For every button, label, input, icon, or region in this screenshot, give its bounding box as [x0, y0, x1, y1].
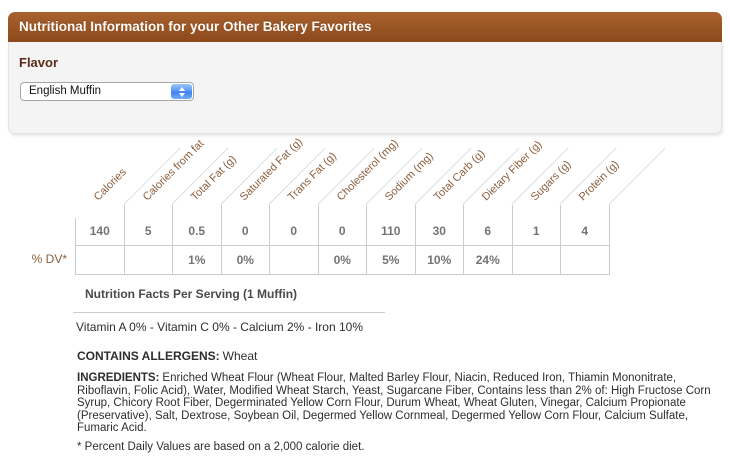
nutrition-panel: Nutritional Information for your Other B… [8, 12, 722, 134]
daily-value-cell: 5% [367, 246, 416, 274]
flavor-label: Flavor [19, 55, 59, 70]
column-header-total-carb-g: Total Carb (g) [431, 147, 487, 204]
vitamins-line: Vitamin A 0% - Vitamin C 0% - Calcium 2%… [76, 320, 364, 334]
daily-value-cell [513, 246, 561, 274]
chevron-up-icon [178, 86, 185, 91]
value-cell: 140 [76, 218, 125, 245]
nutrition-facts-section: Calories Calories from fat Total Fat (g) Sa… [0, 136, 730, 467]
column-boundary-tick [123, 205, 125, 218]
column-boundary-tick [220, 205, 222, 218]
daily-value-cell: 24% [464, 246, 513, 274]
column-boundary-tick [560, 205, 561, 218]
panel-title: Nutritional Information for your Other B… [8, 12, 722, 42]
value-cell: 0.5 [173, 218, 222, 245]
ingredients-paragraph: INGREDIENTS: Enriched Wheat Flour (Wheat … [77, 372, 725, 435]
value-cell: 0 [319, 218, 367, 245]
column-boundary-tick [463, 205, 464, 218]
daily-value-cell [76, 246, 125, 274]
daily-value-row-label: % DV* [31, 252, 67, 266]
column-boundary-tick [366, 205, 367, 218]
daily-value-cell: 10% [416, 246, 464, 274]
column-header-calories: Calories [91, 166, 129, 204]
column-boundary-tick [608, 205, 610, 218]
column-boundary-tick [317, 205, 319, 218]
value-cell: 1 [513, 218, 561, 245]
allergens-value: Wheat [222, 349, 258, 363]
value-cell: 110 [367, 218, 416, 245]
ingredients-label: INGREDIENTS: [77, 372, 160, 384]
value-cell: 0 [270, 218, 319, 245]
serving-note: Nutrition Facts Per Serving (1 Muffin) [85, 287, 298, 301]
diagonal-separator-line [607, 147, 666, 205]
daily-value-cell: 0% [319, 246, 367, 274]
flavor-select[interactable]: English Muffin [20, 82, 194, 101]
value-cell: 30 [416, 218, 464, 245]
daily-value-cell [561, 246, 610, 274]
select-stepper-icon [171, 84, 192, 99]
flavor-select-value: English Muffin [29, 85, 102, 97]
value-cell: 5 [125, 218, 173, 245]
daily-value-cell: 1% [173, 246, 222, 274]
table-values-row: 140 5 0.5 0 0 0 110 30 6 1 4 [75, 218, 610, 245]
allergens-label: CONTAINS ALLERGENS: [77, 349, 220, 363]
allergens-line: CONTAINS ALLERGENS: Wheat [77, 349, 257, 363]
table-daily-value-row: 1% 0% 0% 5% 10% 24% [75, 245, 610, 275]
value-cell: 0 [222, 218, 270, 245]
value-cell: 6 [464, 218, 513, 245]
panel-body: Flavor English Muffin [8, 42, 722, 134]
divider-line [73, 312, 385, 313]
daily-value-cell: 0% [222, 246, 270, 274]
column-boundary-tick [172, 205, 173, 218]
daily-value-cell [270, 246, 319, 274]
column-boundary-tick [511, 205, 513, 218]
column-boundary-tick [269, 205, 270, 218]
chevron-down-icon [178, 92, 185, 97]
daily-value-footnote: * Percent Daily Values are based on a 2,… [77, 441, 365, 453]
column-boundary-tick [414, 205, 416, 218]
table-column-headers: Calories Calories from fat Total Fat (g) Sa… [75, 136, 666, 218]
daily-value-cell [125, 246, 173, 274]
ingredients-text: Enriched Wheat Flour (Wheat Flour, Malte… [77, 372, 711, 434]
value-cell: 4 [561, 218, 610, 245]
